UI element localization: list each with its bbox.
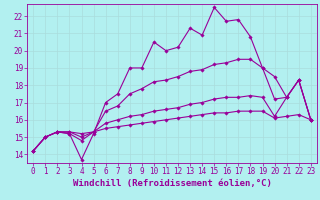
X-axis label: Windchill (Refroidissement éolien,°C): Windchill (Refroidissement éolien,°C) — [73, 179, 271, 188]
